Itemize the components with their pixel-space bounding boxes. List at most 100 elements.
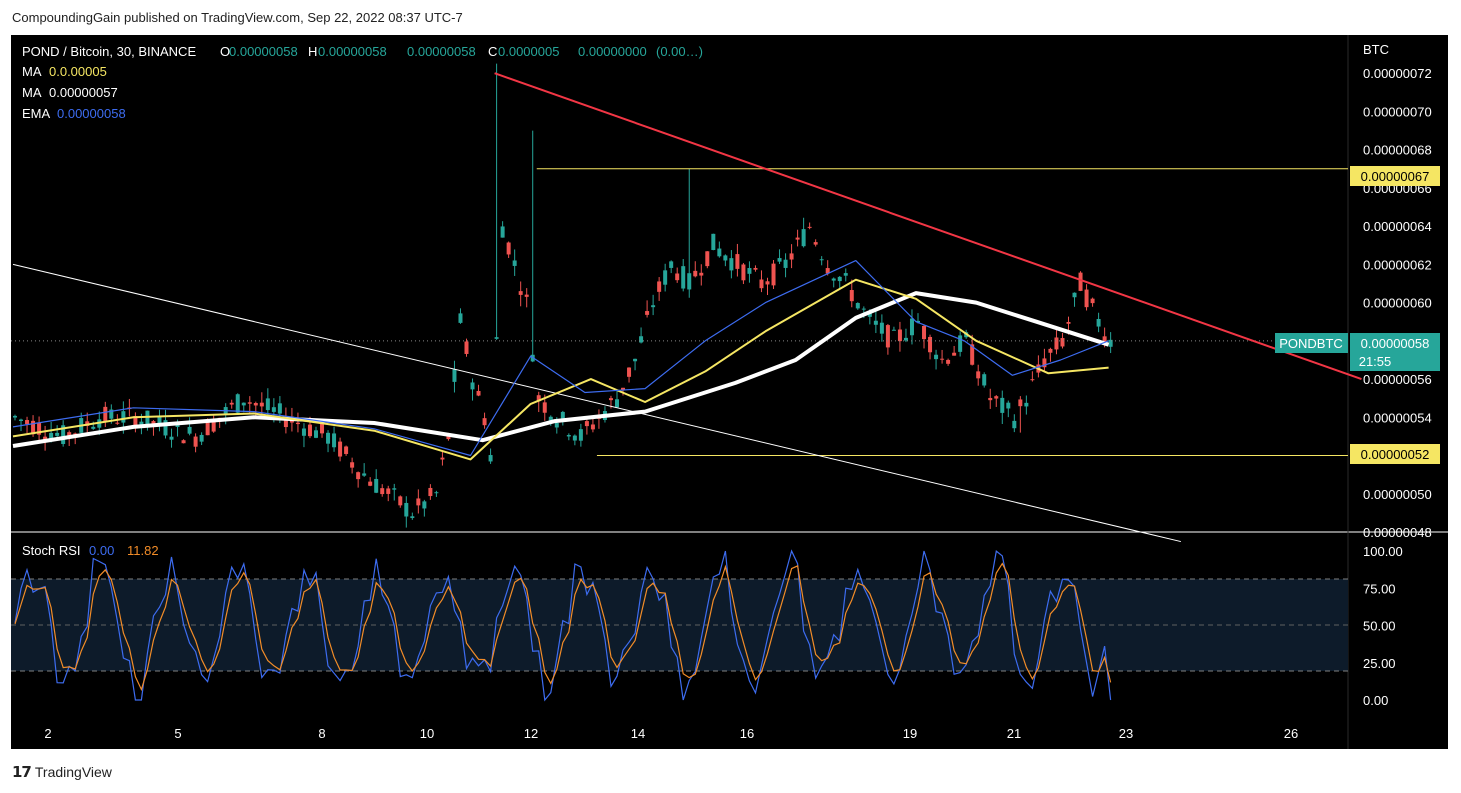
candle-body — [615, 399, 619, 408]
candle-body — [332, 433, 337, 448]
indicator-ma2-name: MA — [22, 85, 42, 100]
candle-body — [584, 421, 589, 427]
candle-body — [344, 446, 349, 454]
candle-body — [741, 264, 746, 281]
candle-body — [440, 457, 445, 460]
candle-body — [765, 281, 770, 285]
candle-body — [952, 352, 957, 356]
time-tick-label: 26 — [1284, 726, 1298, 741]
legend-o-value: 0.00000058 — [229, 44, 298, 59]
legend-c-value: 0.0000005 — [498, 44, 559, 59]
candle-body — [488, 455, 493, 462]
support-price-tag — [1350, 444, 1440, 464]
candle-body — [946, 359, 951, 364]
candle-body — [55, 432, 60, 436]
candle-body — [1000, 397, 1005, 413]
candle-body — [566, 435, 571, 437]
tradingview-brand: TradingView — [34, 764, 112, 780]
candle-body — [916, 320, 920, 323]
candle-body — [1102, 336, 1107, 342]
candle-body — [307, 424, 312, 437]
candle-body — [410, 516, 415, 519]
descending-trendline — [494, 72, 1362, 381]
time-tick-label: 16 — [740, 726, 754, 741]
candle-body — [61, 425, 66, 444]
candle-body — [193, 436, 198, 447]
indicator-ema-value: 0.00000058 — [57, 106, 126, 121]
time-ticks: 2 5 8 10 12 14 16 19 21 23 26 — [44, 726, 1298, 741]
candle-body — [25, 420, 30, 425]
support-price-label: 0.00000052 — [1361, 447, 1430, 462]
candle-body — [151, 421, 156, 425]
candle-body — [542, 402, 547, 413]
time-tick-label: 12 — [524, 726, 538, 741]
candle-body — [518, 291, 523, 295]
candle-body — [536, 395, 541, 402]
chart-frame[interactable]: POND / Bitcoin, 30, BINANCE O 0.00000058… — [11, 35, 1448, 749]
candle-body — [777, 258, 782, 262]
candle-body — [759, 279, 764, 289]
time-tick-label: 10 — [420, 726, 434, 741]
tradingview-footer[interactable]: 𝟭𝟳 TradingView — [12, 763, 112, 781]
candle-body — [506, 242, 511, 255]
stoch-tick-label: 75.00 — [1363, 581, 1396, 596]
price-tick-label: 0.00000050 — [1363, 487, 1432, 502]
candle-body — [627, 367, 632, 377]
candle-body — [253, 403, 258, 406]
candle-body — [651, 305, 656, 308]
candle-body — [807, 226, 812, 228]
symbol-tag — [1275, 333, 1348, 353]
candle-body — [669, 261, 674, 268]
candle-body — [235, 394, 240, 413]
candle-body — [476, 390, 481, 396]
candle-body — [922, 325, 927, 340]
stoch-label: Stoch RSI — [22, 543, 81, 558]
candle-body — [320, 423, 325, 434]
chart-svg[interactable]: POND / Bitcoin, 30, BINANCE O 0.00000058… — [11, 35, 1448, 749]
legend-h-value: 0.00000058 — [318, 44, 387, 59]
candle-body — [482, 418, 487, 426]
candle-body — [115, 422, 120, 424]
candle-body — [982, 374, 987, 386]
candle-body — [31, 420, 36, 435]
resistance-price-tag — [1350, 166, 1440, 186]
candle-body — [970, 344, 975, 365]
candle-body — [849, 290, 854, 302]
candle-body — [693, 270, 698, 277]
candle-body — [711, 233, 716, 250]
candle-body — [386, 488, 391, 494]
publisher-line: CompoundingGain published on TradingView… — [12, 10, 463, 25]
candle-body — [163, 420, 168, 436]
price-tick-label: 0.00000064 — [1363, 219, 1432, 234]
candle-body — [109, 409, 114, 419]
candle-body — [1078, 272, 1083, 291]
price-tick-label: 0.00000048 — [1363, 525, 1432, 540]
candle-body — [789, 253, 794, 260]
candle-body — [169, 436, 174, 440]
time-tick-label: 21 — [1007, 726, 1021, 741]
candle-body — [428, 487, 433, 497]
legend-change-value: 0.00000000 — [578, 44, 647, 59]
candle-body — [121, 411, 126, 423]
candle-body — [729, 258, 734, 271]
candle-body — [825, 268, 830, 274]
candle-body — [295, 422, 300, 425]
current-price-label: 0.00000058 — [1361, 336, 1430, 351]
candle-body — [157, 416, 162, 426]
candle-body — [1108, 339, 1113, 347]
legend-symbol: POND / Bitcoin, 30, BINANCE — [22, 44, 196, 59]
candle-body — [940, 358, 945, 360]
candle-body — [326, 432, 331, 444]
resistance-price-label: 0.00000067 — [1361, 169, 1430, 184]
candle-body — [891, 329, 896, 331]
stoch-d-line — [14, 562, 1112, 692]
candle-body — [988, 397, 993, 401]
candle-body — [1072, 292, 1077, 298]
candle-body — [259, 402, 264, 407]
stoch-group — [14, 549, 1112, 702]
countdown-label: 21:55 — [1359, 354, 1392, 369]
candle-body — [548, 416, 553, 423]
candle-body — [524, 294, 529, 297]
candle-body — [699, 272, 704, 276]
candle-body — [771, 263, 776, 286]
